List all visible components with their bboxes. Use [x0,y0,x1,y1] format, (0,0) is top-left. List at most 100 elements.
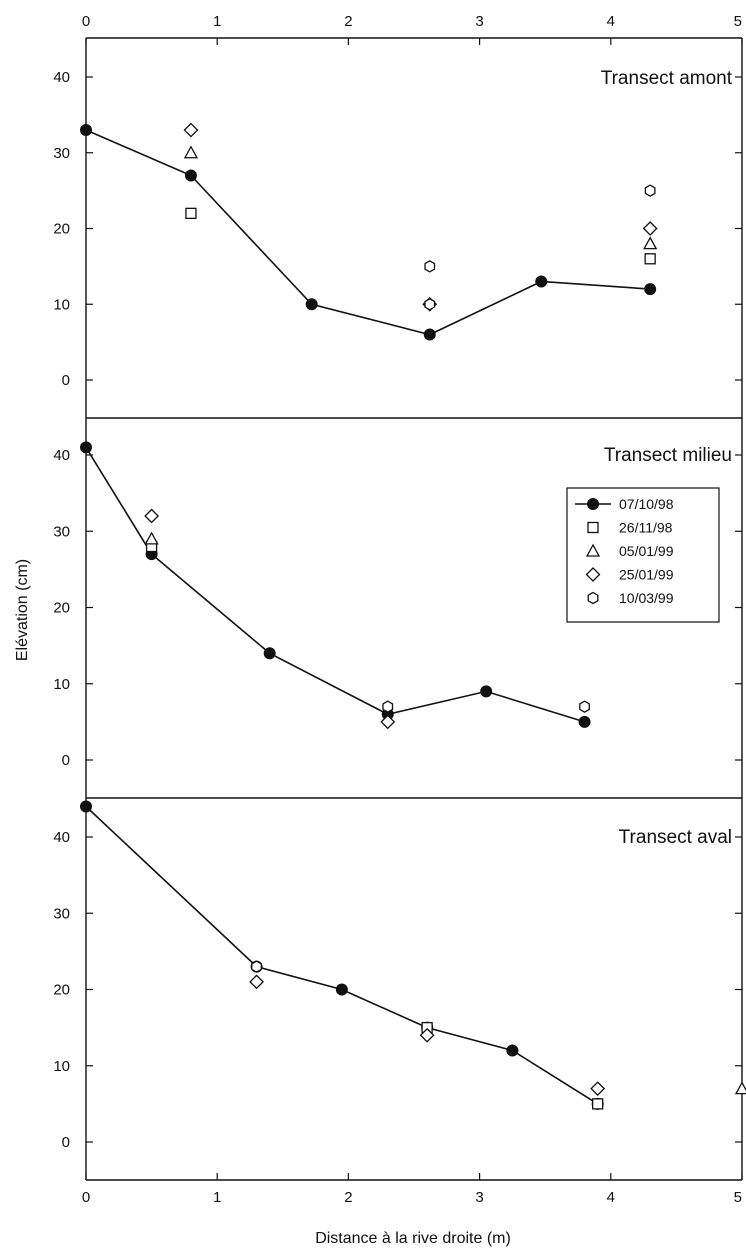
marker-diamond [590,1081,606,1097]
marker-circle [587,498,599,510]
marker-circle [305,298,318,311]
legend-label: 07/10/98 [619,496,674,512]
marker-circle [263,647,276,660]
legend-label: 05/01/99 [619,543,674,559]
marker-hexagon [579,700,590,713]
marker-diamond [642,221,658,236]
y-tick-label: 0 [62,752,70,769]
x-axis-label: Distance à la rive droite (m) [315,1230,511,1247]
series-diamond [183,122,658,312]
legend-item: 07/10/98 [575,496,674,512]
marker-circle [423,328,436,341]
marker-hexagon [251,960,262,973]
marker-circle [80,441,92,454]
marker-hexagon [587,591,599,605]
x-tick-label-bottom: 1 [213,1189,221,1206]
marker-circle [480,685,493,698]
y-tick-label: 30 [53,905,70,922]
y-tick-label: 30 [53,523,70,540]
y-tick-label: 40 [53,829,70,846]
x-tick-label-bottom: 4 [607,1189,615,1206]
marker-circle [184,169,197,182]
marker-triangle [734,1081,746,1095]
marker-triangle [585,543,601,557]
series-triangle [734,1081,746,1095]
legend: 07/10/98 26/11/98 05/01/99 25/01/99 10/03/99 [566,487,720,623]
marker-diamond [249,974,264,990]
x-tick-label-bottom: 3 [475,1189,483,1206]
legend-item: 05/01/99 [585,543,674,559]
x-tick-label-top: 0 [82,13,90,30]
marker-diamond [419,1027,435,1043]
marker-hexagon [424,298,436,311]
y-tick-label: 10 [53,1058,70,1075]
series-diamond [249,974,606,1097]
series-hexagon [382,700,590,713]
series-square [421,1021,604,1110]
marker-circle [535,275,548,288]
y-tick-label: 10 [53,296,70,313]
x-tick-label-bottom: 0 [82,1189,90,1206]
marker-square [592,1098,604,1110]
series-circle [80,800,604,1110]
y-tick-label: 20 [53,982,70,999]
marker-circle [506,1044,519,1057]
legend-label: 10/03/99 [619,590,674,606]
x-tick-label-top: 2 [344,13,352,30]
series-square [185,207,656,265]
series-diamond [144,508,396,730]
series-hexagon [251,960,262,973]
legend-label: 25/01/99 [619,567,674,583]
series-circle [80,124,657,341]
y-tick-label: 20 [53,600,70,617]
marker-triangle [183,145,199,159]
y-tick-label: 0 [62,372,70,389]
marker-diamond [183,122,199,138]
marker-circle [644,283,657,296]
panel-2: 0 10 20 30 40 Transect milieu [53,441,742,769]
panel-1: 0 10 20 30 40 Transect amont [53,68,742,389]
legend-item: 25/01/99 [585,567,674,583]
marker-diamond [585,567,601,582]
panel-3: 0 10 20 30 40 Transect aval [53,800,746,1151]
panel-title: Transect aval [619,827,732,848]
y-tick-label: 20 [53,221,70,238]
series-line [85,805,599,1105]
marker-hexagon [644,184,656,197]
legend-label: 26/11/98 [619,520,673,536]
marker-circle [335,983,348,996]
legend-item: 10/03/99 [587,590,674,606]
x-tick-label-top: 1 [213,13,221,30]
marker-circle [80,800,92,813]
x-tick-label-bottom: 2 [344,1189,352,1206]
marker-triangle [643,236,658,250]
y-axis-label: Elévation (cm) [14,559,31,661]
y-tick-label: 10 [53,676,70,693]
x-tick-label-top: 5 [734,13,742,30]
marker-diamond [144,508,160,524]
marker-diamond [380,714,396,730]
y-tick-label: 40 [53,69,70,86]
marker-circle [80,124,92,137]
x-tick-label-top: 3 [475,13,483,30]
marker-square [644,253,656,265]
panel-title: Transect milieu [604,445,732,466]
series-line [85,446,585,723]
x-tick-label-top: 4 [607,13,615,30]
y-tick-label: 0 [62,1134,70,1151]
y-tick-label: 30 [53,145,70,162]
series-triangle [144,531,159,545]
marker-hexagon [382,700,394,713]
marker-circle [578,715,591,728]
marker-triangle [144,531,159,545]
x-tick-label-bottom: 5 [734,1189,742,1206]
series-hexagon [424,184,656,311]
series-triangle [183,145,658,250]
legend-item: 26/11/98 [587,520,673,536]
series-line [85,129,651,336]
panel-title: Transect amont [601,68,733,89]
series-circle [80,441,591,728]
marker-square [185,207,197,220]
y-tick-label: 40 [53,447,70,464]
